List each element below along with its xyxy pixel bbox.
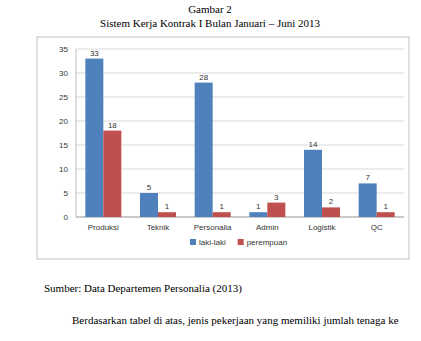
page-svg: Gambar 2 Sistem Kerja Kontrak I Bulan Jan… <box>0 0 421 341</box>
y-tick-label: 0 <box>64 213 69 222</box>
bar <box>267 203 285 217</box>
data-label: 14 <box>309 140 318 149</box>
grid-line <box>76 217 404 218</box>
data-label: 28 <box>199 73 208 82</box>
data-label: 1 <box>383 202 388 211</box>
y-tick-label: 30 <box>59 69 68 78</box>
bar <box>103 131 121 217</box>
grid-line <box>76 121 404 122</box>
grid-line <box>76 97 404 98</box>
grid-line <box>76 49 404 50</box>
bar <box>213 212 231 217</box>
bar <box>158 212 176 217</box>
chart-title: Sistem Kerja Kontrak I Bulan Januari – J… <box>100 17 320 29</box>
bar <box>249 212 267 217</box>
body-text: Berdasarkan tabel di atas, jenis pekerja… <box>72 314 399 326</box>
y-tick-label: 20 <box>59 117 68 126</box>
y-tick-label: 5 <box>64 189 69 198</box>
data-label: 1 <box>219 202 224 211</box>
data-label: 2 <box>329 197 334 206</box>
bar <box>85 59 103 217</box>
y-tick-label: 15 <box>59 141 68 150</box>
x-tick-label: Admin <box>256 223 279 232</box>
legend-swatch <box>238 239 244 245</box>
legend-label: laki-laki <box>199 238 226 247</box>
y-tick-label: 35 <box>59 45 68 54</box>
background <box>0 0 421 341</box>
x-tick-label: Teknik <box>147 223 171 232</box>
data-label: 1 <box>256 202 261 211</box>
data-label: 18 <box>108 121 117 130</box>
bars <box>85 59 394 217</box>
bar <box>377 212 395 217</box>
data-label: 7 <box>365 173 370 182</box>
bar <box>195 83 213 217</box>
data-label: 1 <box>165 202 170 211</box>
legend-swatch <box>190 239 196 245</box>
data-label: 3 <box>274 193 279 202</box>
y-tick-label: 25 <box>59 93 68 102</box>
grid-line <box>76 73 404 74</box>
data-label: 33 <box>90 49 99 58</box>
grid-line <box>76 193 404 194</box>
x-tick-label: Personalia <box>194 223 232 232</box>
source-note: Sumber: Data Departemen Personalia (2013… <box>44 282 242 295</box>
grid-line <box>76 145 404 146</box>
chart-frame <box>37 37 409 259</box>
grid-line <box>76 169 404 170</box>
x-tick-label: Logistik <box>308 223 336 232</box>
y-tick-label: 10 <box>59 165 68 174</box>
x-tick-label: QC <box>371 223 383 232</box>
data-label: 5 <box>147 183 152 192</box>
bar <box>140 193 158 217</box>
y-axis-line <box>76 49 77 217</box>
figure-label: Gambar 2 <box>188 3 232 15</box>
x-axis-line <box>76 217 404 218</box>
bar <box>359 183 377 217</box>
bar <box>322 207 340 217</box>
x-tick-label: Produksi <box>88 223 119 232</box>
bar <box>304 150 322 217</box>
page: Gambar 2 Sistem Kerja Kontrak I Bulan Jan… <box>0 0 421 341</box>
legend-label: perempuan <box>247 238 287 247</box>
